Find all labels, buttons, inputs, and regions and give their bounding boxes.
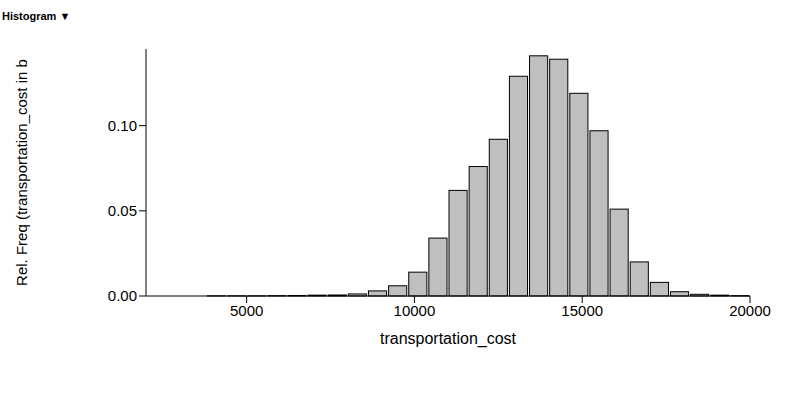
svg-text:20000: 20000 [729,302,771,319]
svg-text:15000: 15000 [561,302,603,319]
svg-text:0.00: 0.00 [108,287,137,304]
svg-text:Rel. Freq (transportation_cost: Rel. Freq (transportation_cost in b [13,59,30,286]
svg-text:10000: 10000 [394,302,436,319]
svg-text:0.05: 0.05 [108,202,137,219]
svg-text:5000: 5000 [230,302,263,319]
html-text:Histogram ▼: Histogram ▼ [2,10,71,22]
svg-text:0.10: 0.10 [108,117,137,134]
svg-text:transportation_cost: transportation_cost [380,330,517,348]
